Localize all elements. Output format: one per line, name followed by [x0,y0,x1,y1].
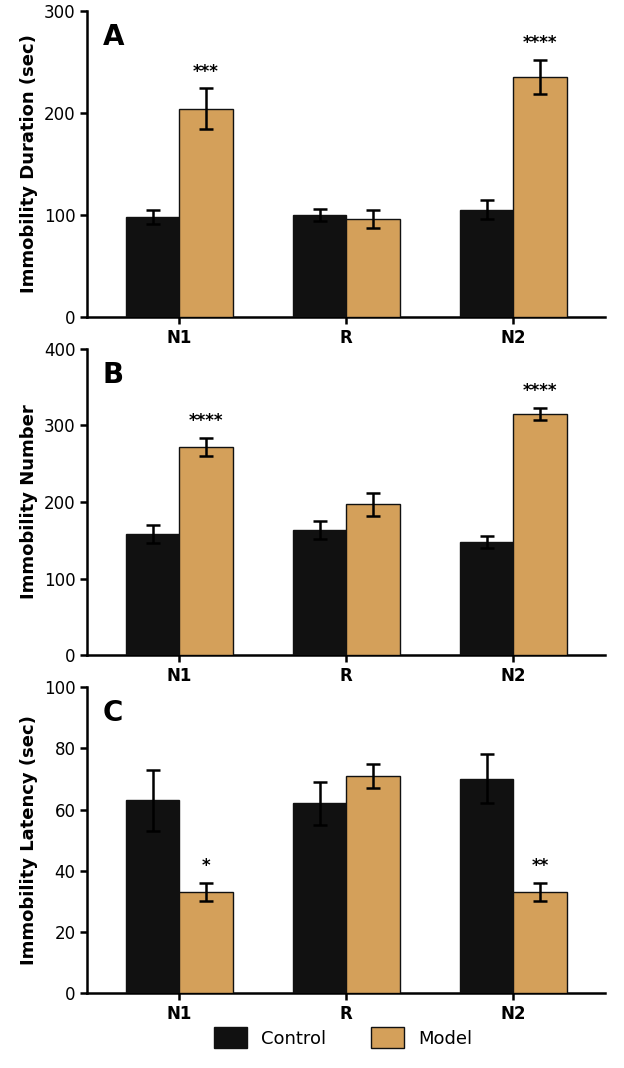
Text: *: * [202,858,210,876]
Bar [179,446,233,655]
Bar [293,531,346,655]
Bar [179,109,233,317]
Text: ****: **** [188,412,223,430]
Bar [293,215,346,317]
Bar [126,800,179,993]
Bar [346,504,400,655]
Text: A: A [103,22,124,51]
Text: ***: *** [193,63,219,80]
Text: ****: **** [523,34,557,52]
Bar [126,217,179,317]
Bar [179,892,233,993]
Y-axis label: Immobility Latency (sec): Immobility Latency (sec) [21,716,38,965]
Y-axis label: Immobility Duration (sec): Immobility Duration (sec) [21,34,38,294]
Bar [293,803,346,993]
Bar [514,414,567,655]
Text: **: ** [532,858,548,876]
Text: B: B [103,361,124,389]
Text: C: C [103,700,124,727]
Bar [126,534,179,655]
Bar [346,219,400,317]
Bar [460,541,514,655]
Text: ****: **** [523,382,557,400]
Bar [514,77,567,317]
Bar [460,209,514,317]
Y-axis label: Immobility Number: Immobility Number [21,405,38,599]
Bar [514,892,567,993]
Bar [346,775,400,993]
Bar [460,779,514,993]
Legend: Control, Model: Control, Model [208,1022,478,1054]
